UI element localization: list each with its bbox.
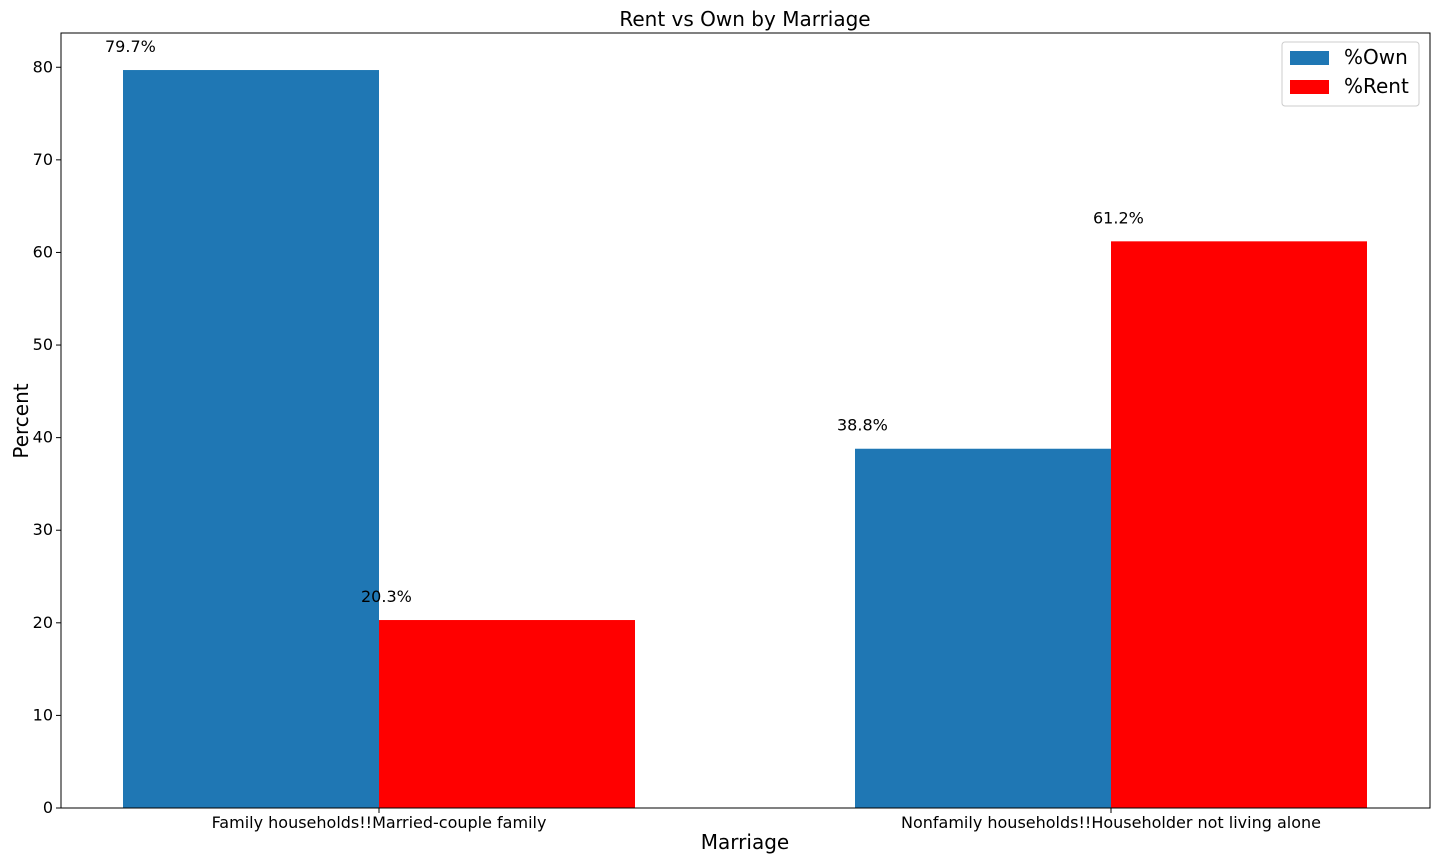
- y-tick-label: 30: [33, 520, 53, 539]
- y-tick-label: 80: [33, 57, 53, 76]
- x-tick-label: Nonfamily households!!Householder not li…: [901, 813, 1321, 832]
- y-tick-label: 70: [33, 150, 53, 169]
- bar-value-label: 20.3%: [361, 587, 412, 606]
- y-axis-label: Percent: [9, 383, 33, 458]
- y-tick-label: 50: [33, 335, 53, 354]
- y-tick-label: 40: [33, 428, 53, 447]
- legend: %Own %Rent: [1281, 41, 1420, 107]
- y-tick-label: 60: [33, 242, 53, 261]
- bar-rent-0: [379, 620, 635, 808]
- y-tick-label: 10: [33, 705, 53, 724]
- x-tick-label: Family households!!Married-couple family: [212, 813, 547, 832]
- bar-own-0: [123, 70, 379, 808]
- x-axis-label: Marriage: [701, 830, 789, 854]
- bar-rent-1: [1111, 241, 1367, 809]
- bar-value-label: 38.8%: [837, 416, 888, 435]
- legend-swatch-rent: [1290, 80, 1329, 94]
- y-tick-label: 0: [43, 798, 53, 817]
- chart-title: Rent vs Own by Marriage: [619, 7, 870, 31]
- bar-value-label: 79.7%: [105, 37, 156, 56]
- legend-label-own: %Own: [1344, 45, 1408, 69]
- plot-frame: [60, 32, 1431, 809]
- plot-area: 79.7% 38.8% 20.3% 61.2% 0 10 20 30 40 50 60 70 80 Fam…: [33, 32, 1431, 832]
- bar-value-label: 61.2%: [1093, 208, 1144, 227]
- legend-swatch-own: [1290, 51, 1329, 65]
- y-tick-label: 20: [33, 613, 53, 632]
- bar-own-1: [855, 448, 1111, 808]
- legend-label-rent: %Rent: [1344, 74, 1409, 98]
